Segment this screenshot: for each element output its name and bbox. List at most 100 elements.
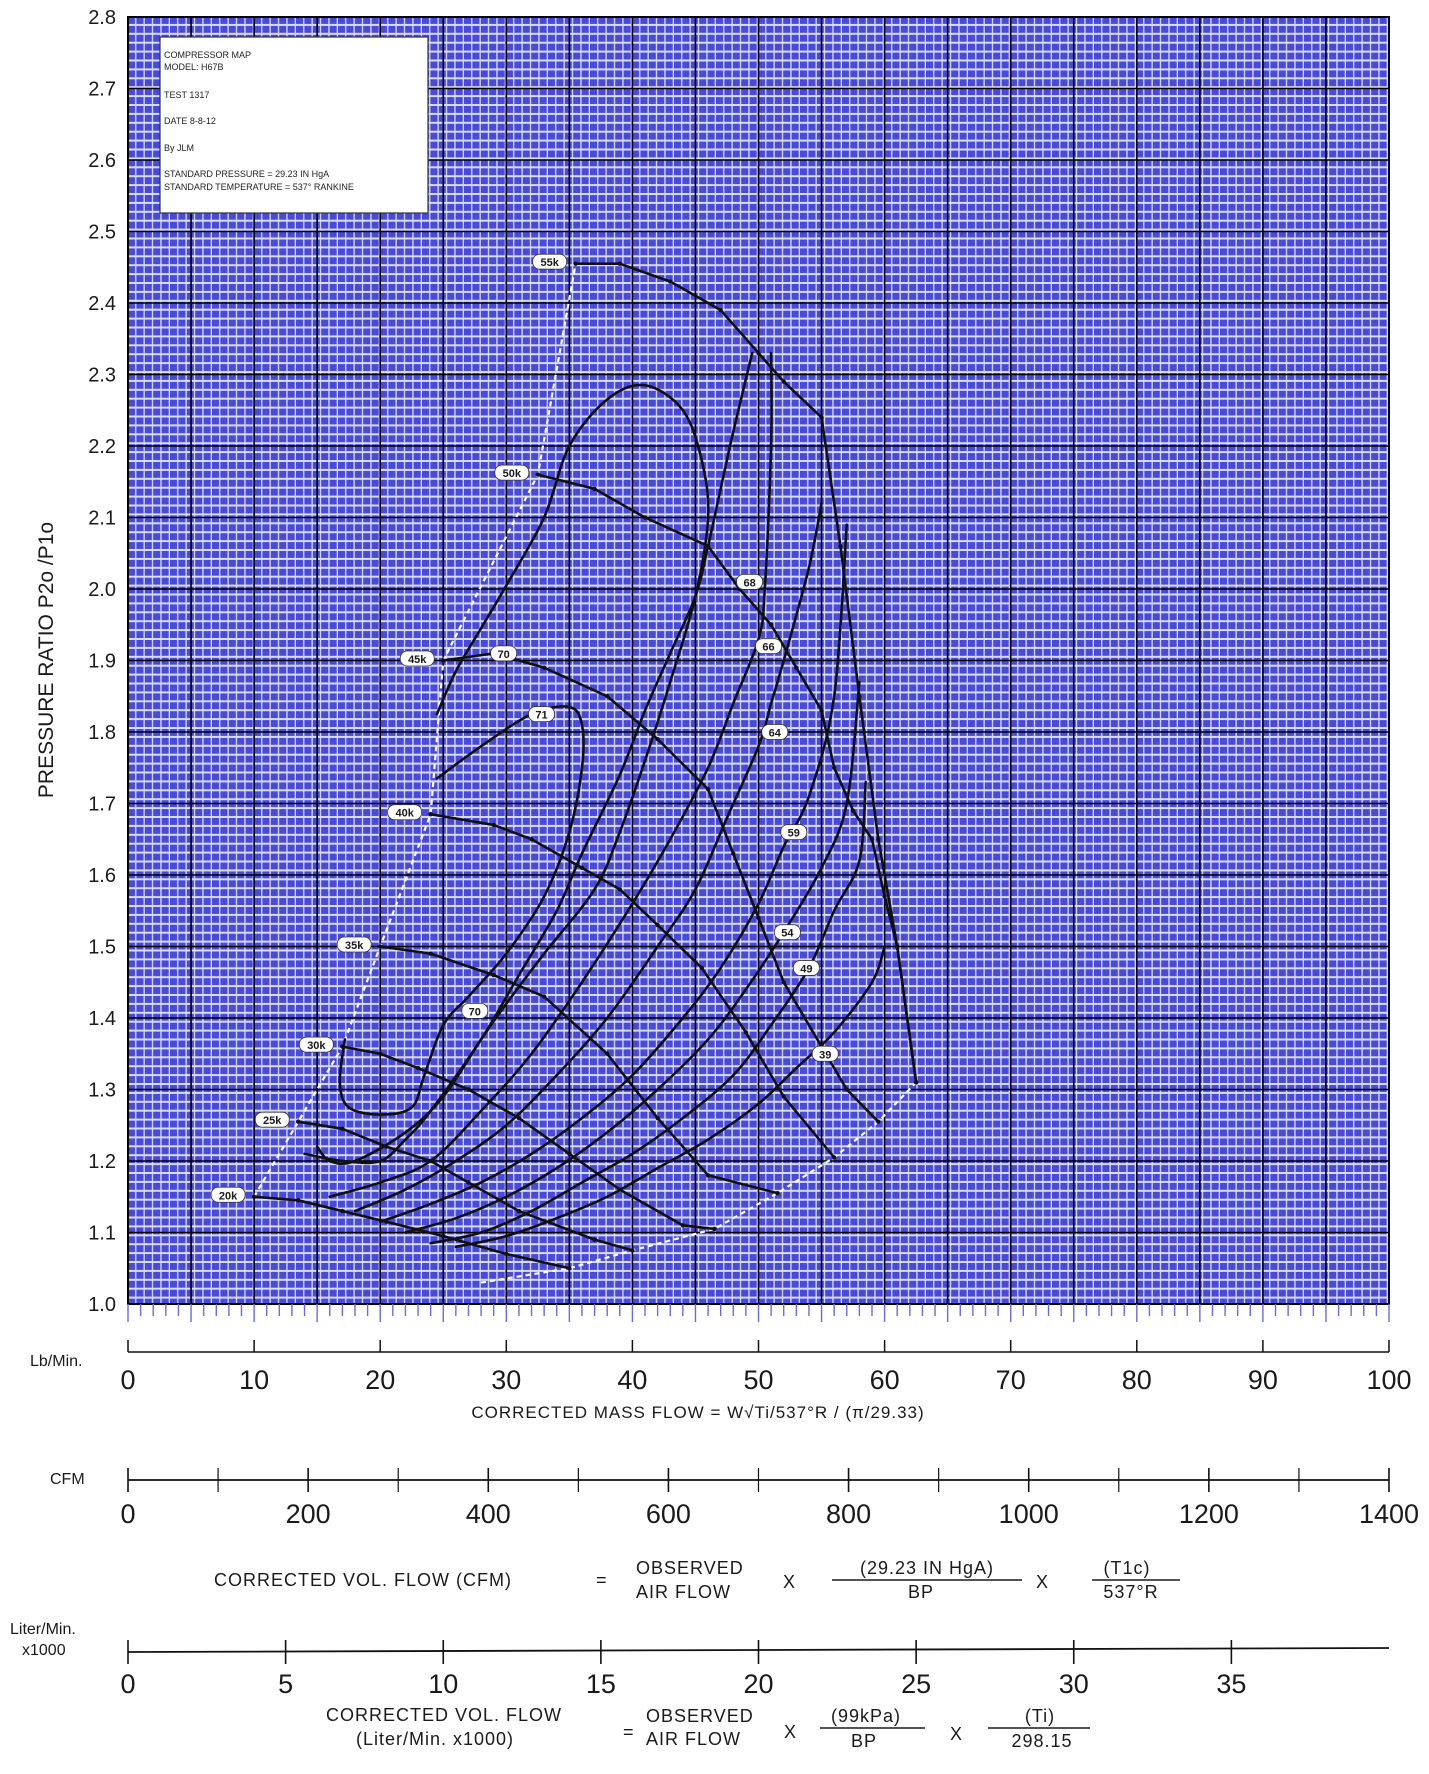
cfm-axis-tick-label: 200: [286, 1499, 331, 1529]
speed-line-point: [604, 694, 610, 699]
efficiency-label-64: 64: [769, 728, 782, 740]
liter-formula: CORRECTED VOL. FLOW (Liter/Min. x1000) =…: [326, 1705, 1090, 1751]
speed-line-point: [831, 1155, 837, 1160]
speed-line-40k: [430, 812, 836, 1159]
speed-line-point: [516, 1115, 522, 1121]
speed-line-point: [617, 261, 622, 266]
speed-line-point: [567, 1266, 572, 1271]
cfm-formula-times-2: X: [1036, 1572, 1049, 1592]
speed-label-45k: 45k: [408, 654, 427, 666]
liter-axis-tick-label: 15: [586, 1669, 616, 1699]
speed-line-point: [466, 1087, 471, 1092]
speed-line-point: [882, 894, 887, 899]
y-tick-label: 2.3: [88, 365, 116, 387]
speed-line-point: [768, 622, 774, 627]
speed-line-point: [913, 1080, 919, 1085]
efficiency-label-70-lower: 70: [469, 1006, 481, 1018]
speed-line-point: [655, 736, 660, 742]
speed-line-point: [378, 944, 383, 949]
speed-line-point: [699, 965, 704, 971]
info-line-5: STANDARD PRESSURE = 29.23 IN HgA: [164, 169, 329, 179]
speed-line-point: [731, 851, 736, 856]
x-tick-label: 20: [365, 1365, 395, 1395]
x-tick-label: 100: [1366, 1365, 1411, 1395]
speed-line-point: [680, 1223, 686, 1228]
speed-line-point: [819, 415, 824, 420]
y-tick-label: 1.7: [88, 794, 116, 816]
speed-line-55k: [575, 262, 918, 1083]
liter-formula-frac2-den: 298.15: [1011, 1731, 1072, 1751]
speed-line-point: [844, 1087, 849, 1092]
speed-label-25k-bg: [254, 1111, 290, 1128]
efficiency-label-66-bg: [755, 638, 782, 655]
speed-label-55k-bg: [532, 253, 568, 270]
liter-formula-times-2: X: [950, 1724, 963, 1744]
liter-formula-lhs-line2: (Liter/Min. x1000): [356, 1729, 514, 1749]
speed-line-point: [642, 515, 648, 520]
y-tick-label: 1.9: [88, 651, 116, 673]
liter-axis-tick-label: 20: [743, 1669, 773, 1699]
y-tick-label: 1.8: [88, 722, 116, 744]
speed-line-point: [876, 1119, 881, 1124]
liter-axis-label-line1: Liter/Min.: [10, 1621, 76, 1638]
speed-label-35k: 35k: [345, 940, 364, 952]
x-tick-label: 60: [870, 1365, 900, 1395]
speed-line-point: [415, 1065, 421, 1071]
speed-label-30k: 30k: [307, 1040, 326, 1052]
speed-line-point: [441, 658, 446, 663]
liter-formula-times-1: X: [784, 1722, 797, 1742]
liter-axis-tick-label: 30: [1059, 1669, 1089, 1699]
info-line-2: TEST 1317: [164, 90, 209, 100]
cfm-axis-tick-label: 600: [646, 1499, 691, 1529]
y-tick-label: 1.2: [88, 1151, 116, 1173]
layer-labels: 1.0 1.1 1.2 1.3 1.4 1.5 1.6 1.7 1.8 1.9 2.0 2.1 2.2 2…: [88, 7, 1419, 1699]
liter-formula-observed: OBSERVED: [646, 1706, 754, 1726]
efficiency-label-39-bg: [811, 1045, 839, 1062]
cfm-formula-eq: =: [596, 1570, 608, 1590]
x-tick-label: 80: [1122, 1365, 1152, 1395]
speed-line-point: [781, 379, 786, 384]
cfm-axis-tick-label: 1400: [1359, 1499, 1419, 1529]
efficiency-label-70: 70: [498, 649, 510, 661]
speed-line-point: [718, 307, 723, 313]
speed-line-25k: [298, 1120, 633, 1252]
speed-line-point: [296, 1198, 301, 1203]
speed-line-point: [516, 1208, 522, 1214]
cfm-axis-tick-label: 1200: [1179, 1499, 1239, 1529]
cfm-formula-frac1-num: (29.23 IN HgA): [860, 1558, 994, 1578]
speed-line-point: [756, 350, 761, 356]
liter-axis-tick-label: 35: [1216, 1669, 1246, 1699]
x-axis-title: CORRECTED MASS FLOW = W√Ti/537°R / (π/29…: [471, 1403, 924, 1422]
x-tick-label: 70: [996, 1365, 1026, 1395]
y-tick-label: 2.4: [88, 293, 116, 315]
cfm-formula: CORRECTED VOL. FLOW (CFM) = OBSERVED AIR…: [214, 1558, 1180, 1602]
speed-line-point: [573, 261, 578, 266]
speed-line-point: [535, 472, 541, 477]
speed-line-point: [775, 1190, 780, 1196]
y-tick-label: 1.5: [88, 937, 116, 959]
liter-axis-tick-label: 0: [120, 1669, 135, 1699]
efficiency-line-54: [404, 680, 861, 1234]
cfm-formula-frac1-den: BP: [908, 1582, 934, 1602]
x-tick-label: 40: [617, 1365, 647, 1395]
efficiency-label-66: 66: [762, 642, 774, 654]
y-tick-label: 2.5: [88, 222, 116, 244]
liter-formula-frac1-den: BP: [851, 1731, 877, 1751]
y-tick-label: 1.0: [88, 1294, 116, 1316]
speed-line-point: [794, 665, 799, 670]
speed-line-point: [705, 787, 711, 792]
x-tick-label: 0: [120, 1365, 135, 1395]
info-box-frame: [159, 36, 429, 214]
liter-formula-frac1-num: (99kPa): [831, 1706, 901, 1726]
efficiency-label-54-bg: [774, 924, 801, 941]
speed-line-point: [251, 1194, 257, 1199]
y-tick-label: 2.0: [88, 579, 116, 601]
speed-line-point: [428, 951, 433, 956]
efficiency-line-66: [328, 351, 773, 1199]
cfm-axis-tick-label: 0: [120, 1499, 135, 1529]
y-tick-label: 2.1: [88, 508, 116, 530]
speed-label-40k: 40k: [395, 808, 414, 820]
info-line-0: COMPRESSOR MAP: [164, 50, 251, 60]
speed-label-55k: 55k: [540, 257, 559, 269]
speed-line-35k: [380, 945, 778, 1195]
